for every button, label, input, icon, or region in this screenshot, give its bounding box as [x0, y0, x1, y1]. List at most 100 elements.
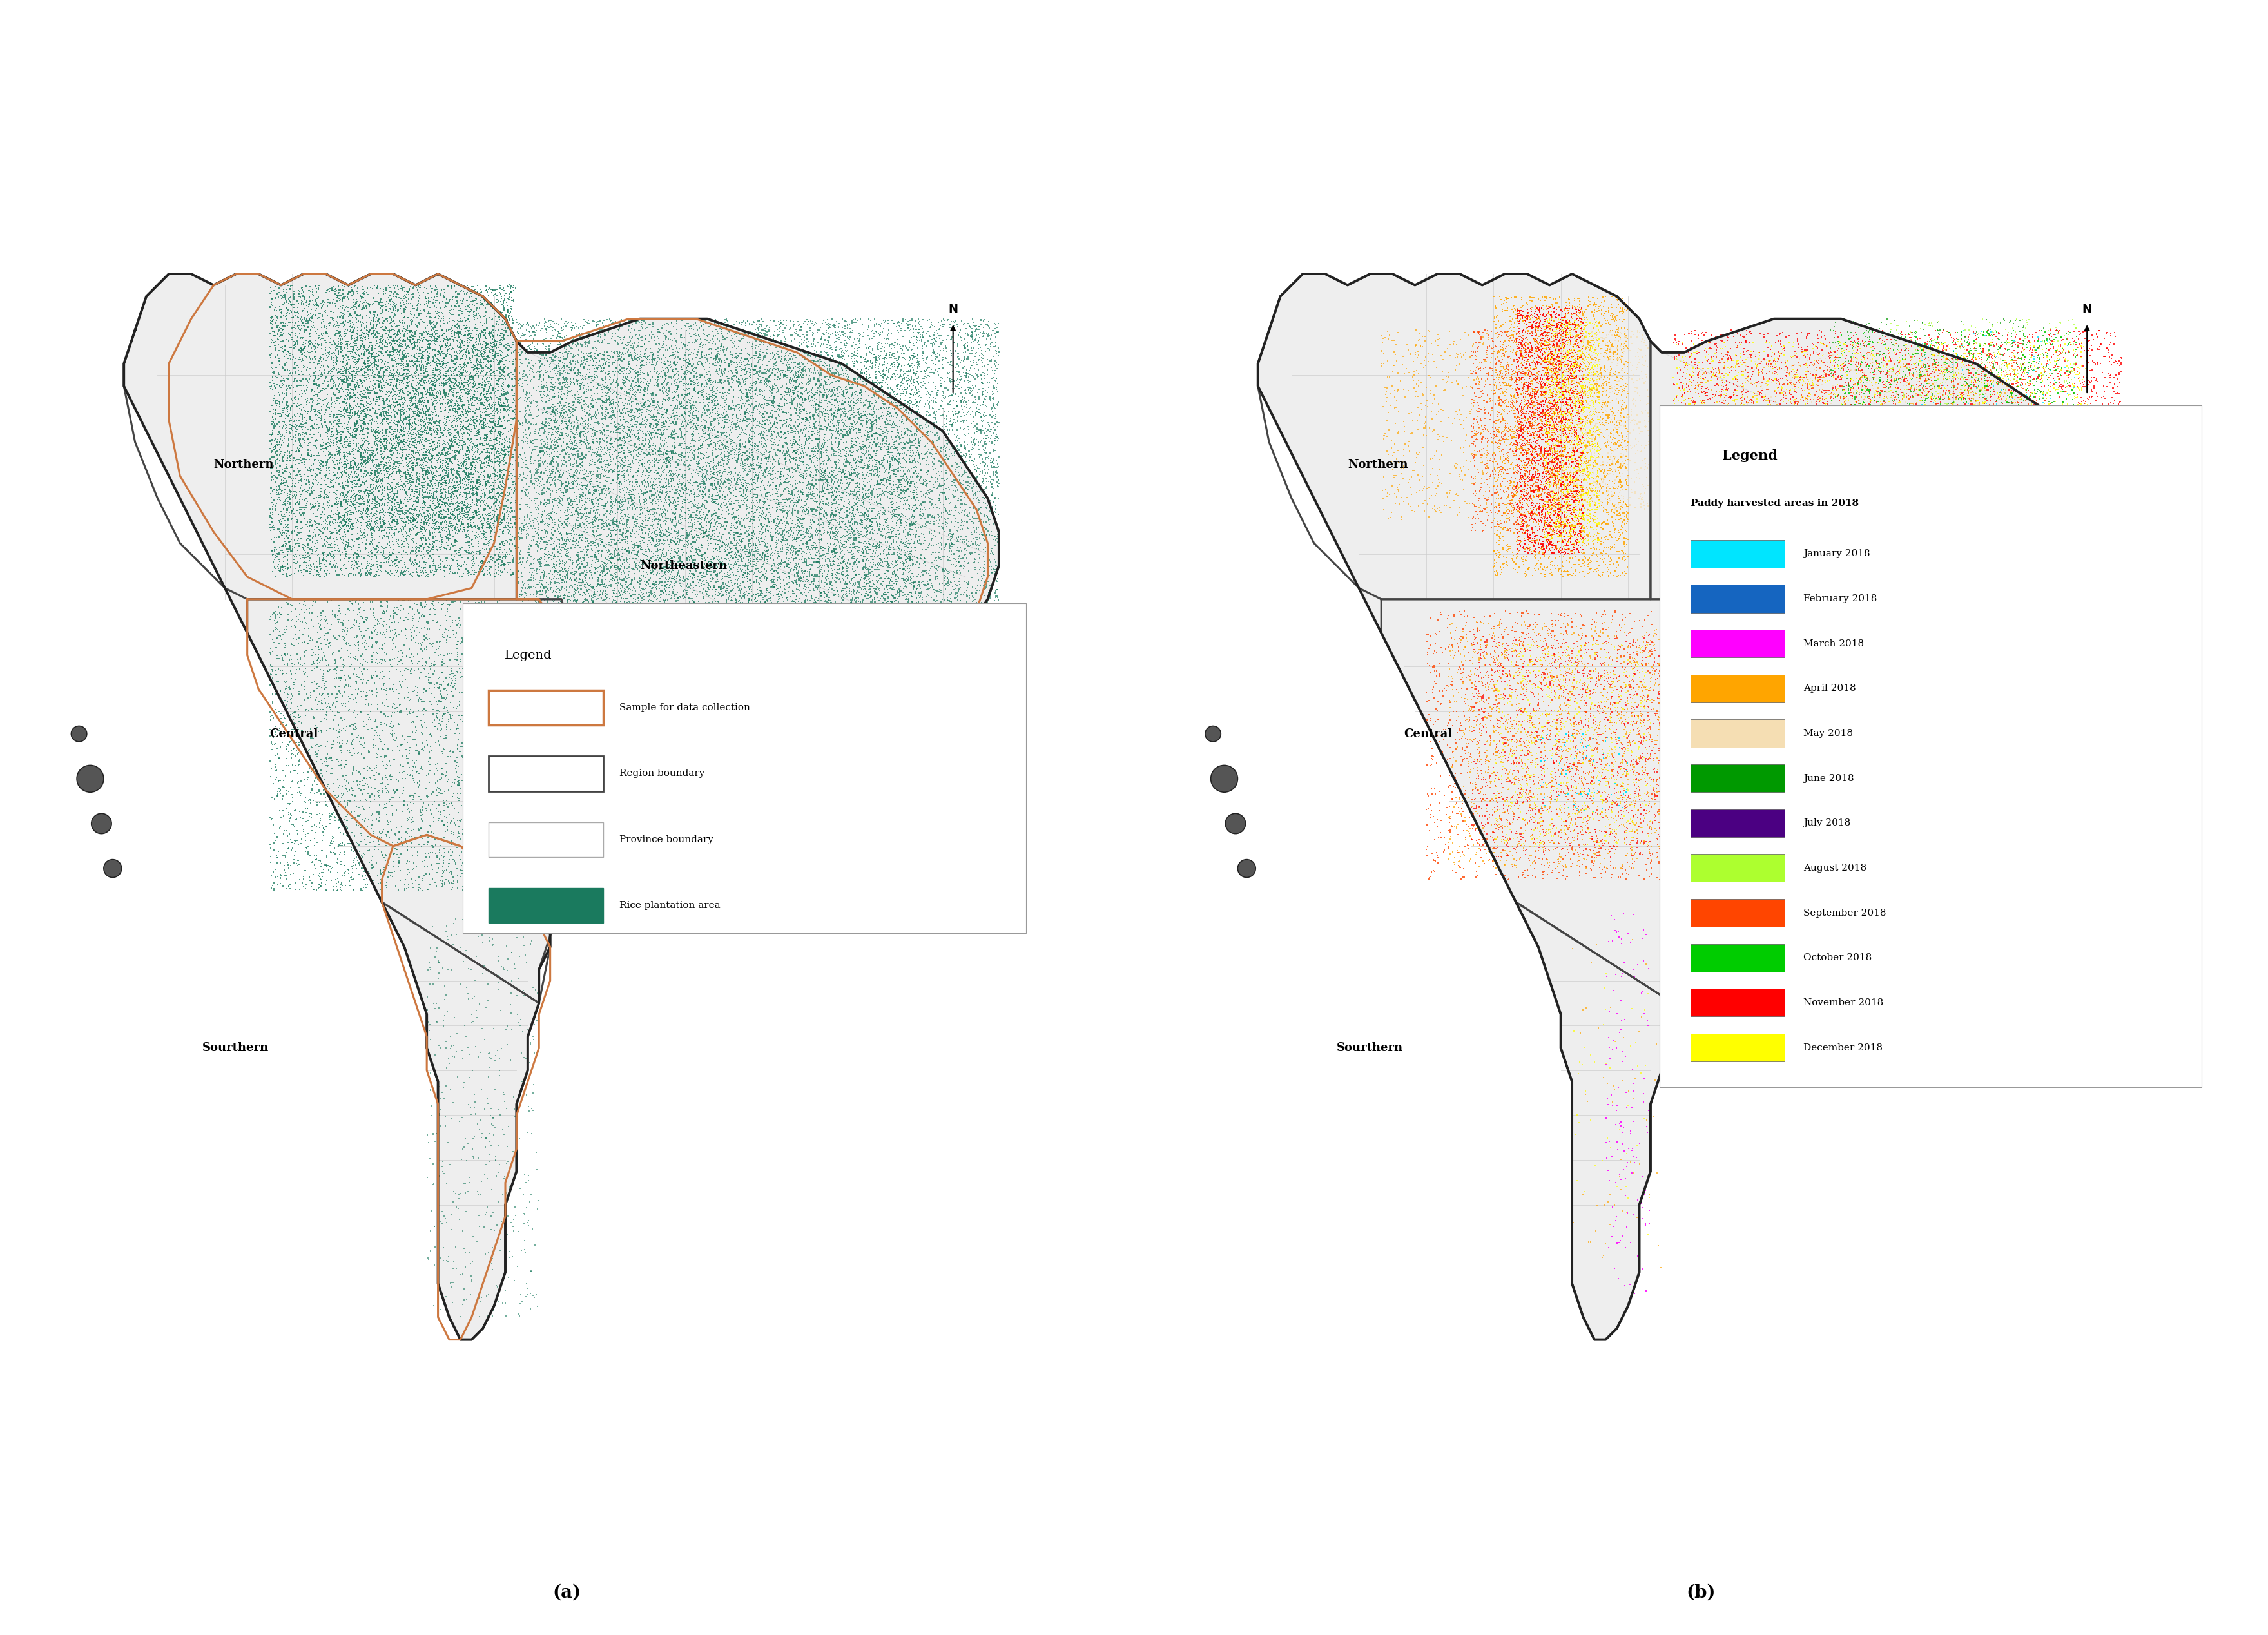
Point	[311, 340, 347, 366]
Point	[429, 468, 465, 494]
Point	[606, 667, 642, 693]
Point	[830, 549, 866, 576]
Point	[2084, 633, 2121, 659]
Point	[875, 626, 912, 652]
Point	[1823, 430, 1860, 456]
Point	[1753, 453, 1789, 479]
Point	[1910, 567, 1946, 594]
Point	[2091, 688, 2127, 714]
Point	[719, 410, 755, 437]
Point	[342, 368, 379, 394]
Point	[948, 497, 984, 523]
Point	[862, 360, 898, 386]
Point	[1442, 867, 1479, 893]
Point	[270, 299, 306, 325]
Point	[363, 327, 399, 353]
Point	[1740, 597, 1776, 623]
Point	[1613, 1033, 1649, 1059]
Point	[1556, 518, 1592, 544]
Point	[576, 481, 612, 507]
Point	[574, 574, 610, 600]
Point	[406, 325, 442, 352]
Point	[1640, 703, 1676, 729]
Point	[1386, 437, 1422, 463]
Point	[1796, 577, 1833, 603]
Point	[517, 654, 553, 680]
Point	[1660, 374, 1696, 401]
Point	[1581, 296, 1617, 322]
Point	[438, 665, 474, 692]
Point	[313, 474, 349, 500]
Bar	[1690, 809, 1785, 837]
Point	[596, 592, 633, 618]
Point	[1724, 577, 1760, 603]
Point	[1526, 319, 1563, 345]
Point	[1508, 379, 1545, 405]
Point	[540, 458, 576, 484]
Point	[426, 356, 463, 383]
Point	[522, 670, 558, 697]
Point	[1510, 487, 1547, 513]
Point	[381, 587, 417, 613]
Point	[279, 742, 315, 768]
Point	[424, 1007, 460, 1033]
Point	[415, 1102, 451, 1128]
Point	[660, 657, 696, 683]
Point	[515, 726, 551, 752]
Point	[1742, 677, 1778, 703]
Point	[721, 350, 758, 376]
Point	[612, 381, 649, 407]
Point	[399, 464, 435, 490]
Point	[429, 809, 465, 835]
Point	[594, 324, 631, 350]
Point	[1765, 649, 1801, 675]
Point	[1569, 456, 1606, 482]
Point	[1608, 404, 1644, 430]
Point	[1896, 352, 1932, 378]
Point	[1971, 737, 2007, 764]
Point	[1776, 536, 1812, 562]
Point	[445, 345, 481, 371]
Point	[533, 744, 569, 770]
Point	[1801, 695, 1837, 721]
Point	[1608, 1095, 1644, 1122]
Point	[302, 636, 338, 662]
Point	[447, 832, 483, 858]
Point	[490, 947, 526, 973]
Point	[1760, 562, 1796, 589]
Point	[367, 404, 404, 430]
Point	[667, 680, 703, 706]
Point	[583, 685, 619, 711]
Point	[565, 641, 601, 667]
Point	[1567, 698, 1603, 724]
Point	[454, 391, 490, 417]
Point	[1420, 750, 1456, 777]
Point	[646, 746, 683, 772]
Point	[356, 718, 392, 744]
Point	[347, 451, 383, 477]
Point	[642, 536, 678, 562]
Point	[565, 594, 601, 620]
Point	[615, 629, 651, 656]
Point	[828, 352, 864, 378]
Point	[1579, 749, 1615, 775]
Point	[1896, 352, 1932, 378]
Point	[1980, 656, 2016, 682]
Point	[311, 693, 347, 719]
Point	[585, 731, 621, 757]
Point	[816, 428, 853, 455]
Point	[1787, 544, 1823, 571]
Point	[1778, 688, 1814, 714]
Point	[481, 1189, 517, 1215]
Point	[1569, 814, 1606, 840]
Point	[1828, 543, 1864, 569]
Point	[1517, 455, 1554, 481]
Point	[340, 322, 376, 348]
Point	[941, 430, 978, 456]
Point	[789, 428, 826, 455]
Point	[488, 317, 524, 343]
Point	[1554, 755, 1590, 782]
Point	[689, 721, 726, 747]
Point	[1554, 464, 1590, 490]
Point	[1885, 548, 1921, 574]
